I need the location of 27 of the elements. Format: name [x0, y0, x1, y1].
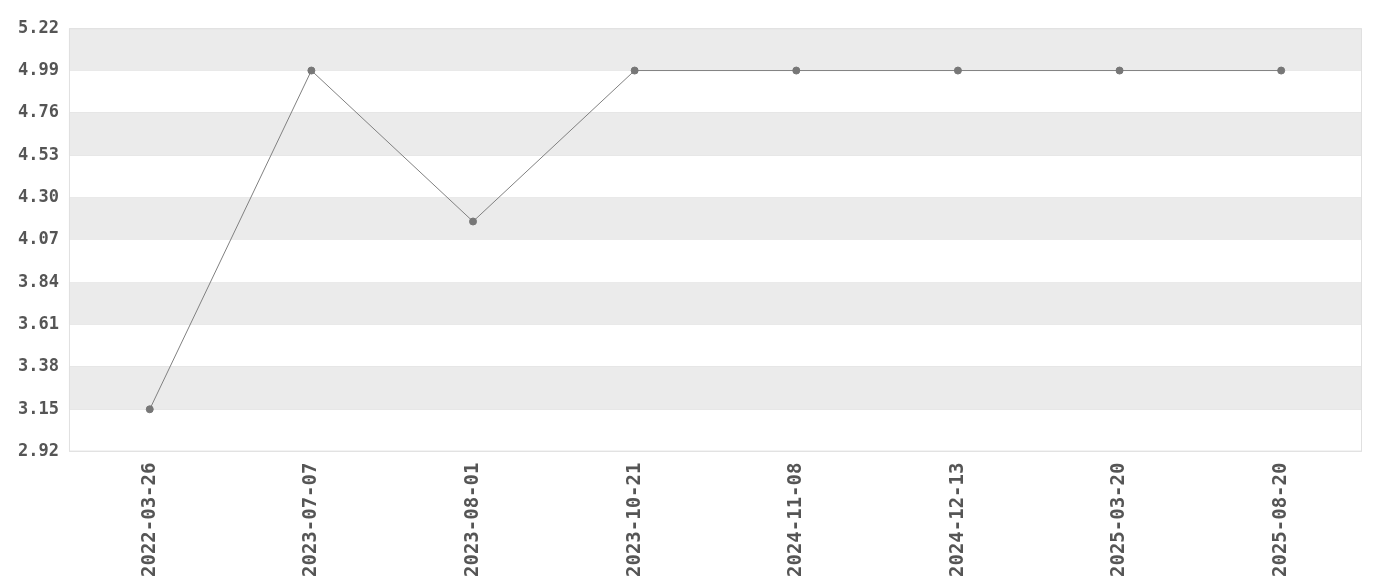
point [630, 66, 639, 75]
y-tick-label: 3.38 [17, 355, 59, 376]
y-tick-label: 3.84 [17, 270, 59, 291]
y-tick-label: 4.99 [17, 58, 59, 79]
point [792, 66, 801, 75]
point [1277, 66, 1286, 75]
point [1115, 66, 1124, 75]
point [307, 66, 316, 75]
y-tick-label: 4.76 [17, 101, 59, 122]
x-tick-label: 2024-11-08 [783, 462, 806, 577]
point [953, 66, 962, 75]
y-tick-label: 3.15 [17, 397, 59, 418]
y-tick-label: 5.22 [17, 16, 59, 37]
point [145, 405, 154, 414]
x-tick-label: 2023-10-21 [621, 462, 644, 577]
x-tick-label: 2024-12-13 [944, 462, 967, 577]
x-tick-label: 2023-07-07 [298, 462, 321, 577]
y-tick-label: 4.53 [17, 143, 59, 164]
y-tick-label: 4.07 [17, 228, 59, 249]
y-tick-label: 3.61 [17, 313, 59, 334]
y-tick-label: 2.92 [17, 440, 59, 461]
point [469, 217, 478, 226]
x-tick-label: 2025-08-20 [1268, 462, 1291, 577]
x-tick-label: 2022-03-26 [136, 462, 159, 577]
x-tick-label: 2023-08-01 [459, 462, 482, 577]
y-tick-label: 4.30 [17, 185, 59, 206]
x-tick-label: 2025-03-20 [1106, 462, 1129, 577]
